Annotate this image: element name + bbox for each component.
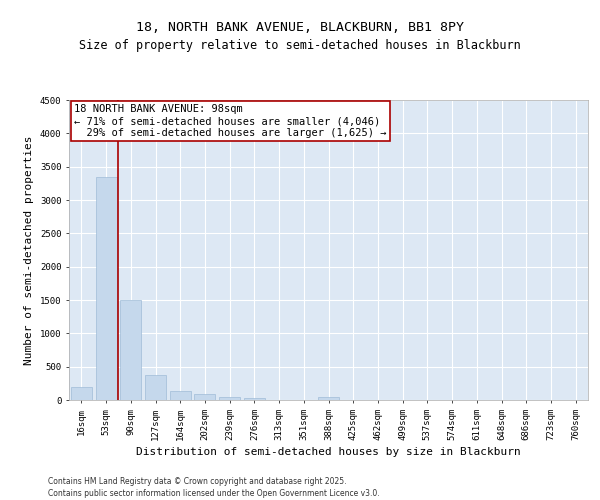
Bar — [95, 176, 116, 400]
Bar — [120, 300, 141, 400]
Bar — [219, 397, 240, 400]
Y-axis label: Number of semi-detached properties: Number of semi-detached properties — [25, 135, 34, 365]
Text: 18, NORTH BANK AVENUE, BLACKBURN, BB1 8PY: 18, NORTH BANK AVENUE, BLACKBURN, BB1 8P… — [136, 21, 464, 34]
Text: Contains HM Land Registry data © Crown copyright and database right 2025.
Contai: Contains HM Land Registry data © Crown c… — [48, 476, 380, 498]
Text: Size of property relative to semi-detached houses in Blackburn: Size of property relative to semi-detach… — [79, 38, 521, 52]
Bar — [170, 390, 191, 400]
Bar — [145, 376, 166, 400]
Bar — [71, 386, 92, 400]
Bar — [194, 394, 215, 400]
Text: 18 NORTH BANK AVENUE: 98sqm
← 71% of semi-detached houses are smaller (4,046)
  : 18 NORTH BANK AVENUE: 98sqm ← 71% of sem… — [74, 104, 386, 138]
Bar — [244, 398, 265, 400]
Bar — [318, 396, 339, 400]
X-axis label: Distribution of semi-detached houses by size in Blackburn: Distribution of semi-detached houses by … — [136, 447, 521, 457]
